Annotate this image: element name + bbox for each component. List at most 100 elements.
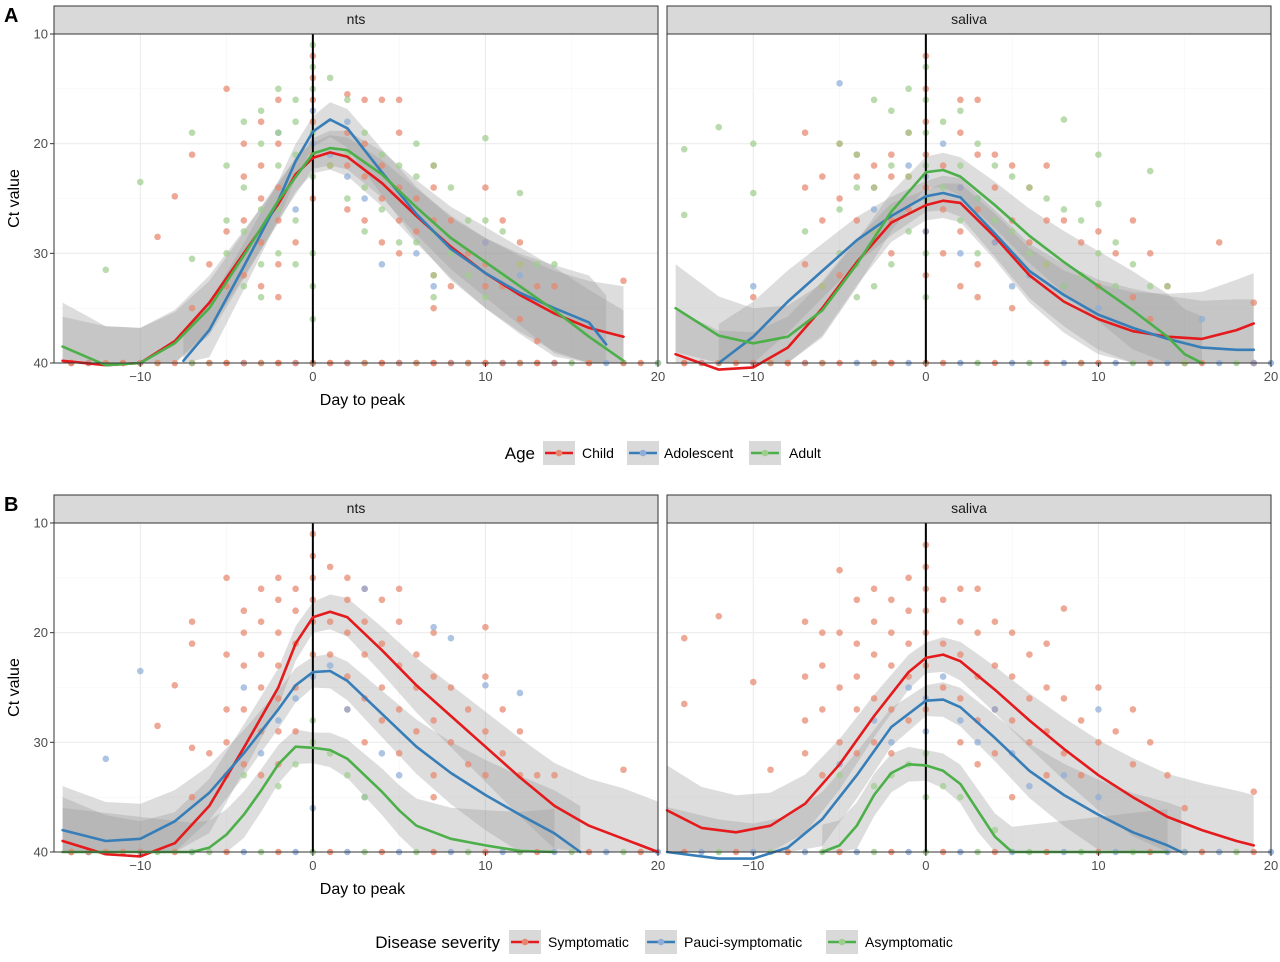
data-point	[819, 173, 826, 180]
data-point	[1008, 282, 1016, 290]
legend-label: Symptomatic	[548, 934, 629, 950]
data-point	[974, 629, 981, 636]
data-point	[870, 651, 878, 658]
data-point	[1095, 228, 1102, 235]
data-point	[715, 123, 723, 131]
data-point	[257, 261, 265, 268]
data-point	[361, 184, 368, 191]
data-point	[378, 750, 386, 757]
facet-strip-label: saliva	[951, 500, 987, 516]
data-point	[939, 596, 947, 604]
data-point	[1026, 184, 1033, 191]
legend-label: Adult	[789, 445, 821, 461]
data-point	[801, 673, 809, 680]
data-point	[888, 706, 895, 713]
data-point	[223, 217, 230, 224]
data-point	[1164, 771, 1171, 779]
data-point	[275, 695, 282, 702]
data-point	[240, 118, 248, 126]
x-axis-title: Day to peak	[320, 881, 406, 898]
data-point	[240, 228, 248, 235]
data-point	[378, 239, 386, 246]
data-point	[378, 195, 386, 202]
data-point	[1060, 695, 1068, 702]
facet-saliva: saliva −10 0 10 20	[665, 494, 1278, 873]
data-point	[974, 151, 981, 158]
data-point	[257, 282, 265, 290]
x-tick-label: −10	[129, 369, 151, 384]
data-point	[819, 217, 826, 224]
x-tick-label: 0	[309, 858, 316, 873]
data-point	[430, 184, 437, 191]
data-point	[188, 151, 196, 158]
data-point	[853, 673, 861, 680]
confidence-band	[62, 653, 581, 852]
data-point	[361, 739, 368, 746]
data-point	[482, 239, 489, 246]
data-point	[801, 261, 809, 268]
data-point	[1060, 771, 1068, 779]
data-point	[344, 206, 351, 213]
data-point	[836, 566, 843, 574]
data-point	[292, 217, 299, 224]
data-point	[939, 140, 947, 147]
data-point	[447, 739, 455, 746]
data-point	[1129, 293, 1137, 301]
data-point	[240, 282, 248, 290]
data-point	[853, 640, 861, 647]
data-point	[292, 585, 299, 593]
data-point	[974, 140, 981, 147]
data-point	[888, 151, 895, 158]
data-point	[447, 684, 455, 691]
data-point	[292, 96, 299, 104]
data-point	[275, 728, 282, 735]
data-point	[292, 728, 299, 735]
data-point	[344, 91, 351, 98]
data-point	[801, 228, 809, 235]
data-point	[395, 771, 403, 779]
data-point	[482, 673, 489, 680]
confidence-band	[62, 594, 659, 852]
plot-border	[53, 33, 659, 364]
data-point	[240, 706, 248, 713]
data-point	[551, 771, 558, 779]
data-point	[1129, 760, 1137, 768]
facet-nts: nts −10 0 10 20 10 20 30 40	[34, 494, 665, 873]
confidence-band	[183, 102, 607, 363]
data-point	[275, 85, 282, 93]
smooth-line-adult	[674, 168, 1204, 365]
data-point	[1129, 261, 1137, 268]
data-point	[853, 217, 861, 224]
x-tick-label: −10	[742, 369, 764, 384]
data-point	[957, 184, 964, 191]
data-point	[1043, 640, 1050, 647]
data-point	[344, 673, 351, 680]
legend-item: Child	[543, 441, 614, 465]
data-point	[430, 623, 437, 631]
data-point	[430, 282, 437, 290]
data-point	[154, 233, 161, 241]
legend-key-point	[521, 938, 529, 946]
data-point	[344, 596, 351, 604]
x-tick-label: −10	[129, 858, 151, 873]
data-point	[240, 271, 248, 279]
data-point	[1008, 673, 1016, 680]
data-point	[188, 640, 196, 647]
data-point	[991, 162, 999, 169]
plot-border	[666, 33, 1272, 364]
data-point	[1043, 162, 1050, 169]
data-point	[344, 706, 351, 713]
data-point	[1164, 282, 1171, 290]
data-point	[188, 793, 196, 801]
data-point	[516, 189, 524, 197]
facet-strip-label: nts	[347, 11, 366, 27]
data-point	[292, 695, 299, 702]
data-point	[378, 151, 386, 158]
data-point	[223, 574, 230, 582]
y-tick-label: 40	[34, 356, 48, 371]
y-tick-label: 20	[34, 136, 48, 151]
data-point	[223, 162, 230, 169]
data-point	[957, 651, 964, 658]
data-point	[223, 250, 230, 257]
